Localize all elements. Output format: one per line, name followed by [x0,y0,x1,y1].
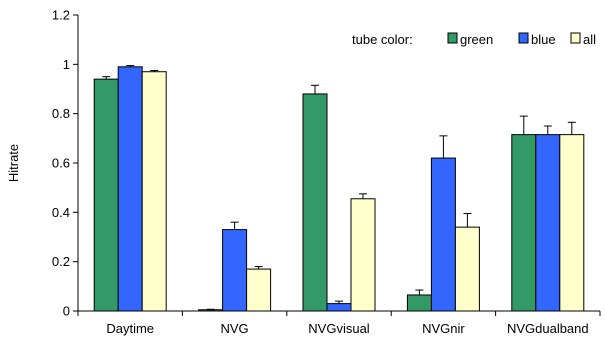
bar-blue-NVGdualband [535,134,561,312]
legend-swatch-green [447,32,458,44]
bar-all-Daytime [141,71,167,312]
legend-label-blue: blue [531,32,556,47]
legend: tube color: green blue all [352,32,596,47]
bar-all-NVGdualband [559,134,585,312]
y-tick-label-2: 0.4 [52,205,70,220]
legend-title: tube color: [352,32,413,47]
x-tick-label-NVGdualband: NVGdualband [507,321,589,336]
bars-layer [93,65,585,312]
legend-label-all: all [583,32,596,47]
y-tick-label-5: 1 [63,57,70,72]
x-tick-label-NVG: NVG [221,321,249,336]
y-tick-label-3: 0.6 [52,156,70,171]
y-tick-label-0: 0 [63,304,70,319]
bar-green-Daytime [93,78,119,312]
x-tick-label-NVGnir: NVGnir [422,321,465,336]
legend-label-green: green [460,32,493,47]
x-tick-label-Daytime: Daytime [106,321,154,336]
y-tick-label-6: 1.2 [52,8,70,23]
bar-blue-Daytime [117,66,143,312]
bar-all-NVGvisual [350,198,376,312]
bar-all-NVG [246,268,272,312]
bar-green-NVGvisual [302,93,328,312]
axes-layer [73,14,601,316]
bar-all-NVGnir [454,226,480,312]
y-tick-label-4: 0.8 [52,106,70,121]
legend-swatch-blue [518,32,529,44]
ticks-layer: Daytime NVG NVGvisual NVGnir NVGdualband 0 0.2… [52,8,589,337]
bar-blue-NVGnir [430,157,456,312]
x-tick-label-NVGvisual: NVGvisual [308,321,370,336]
bar-green-NVGnir [406,294,432,312]
y-axis-label: Hitrate [6,144,21,182]
bar-blue-NVG [222,229,248,312]
legend-swatch-all [570,32,581,44]
bar-green-NVGdualband [511,134,537,312]
y-tick-label-1: 0.2 [52,254,70,269]
bar-blue-NVGvisual [326,303,352,312]
